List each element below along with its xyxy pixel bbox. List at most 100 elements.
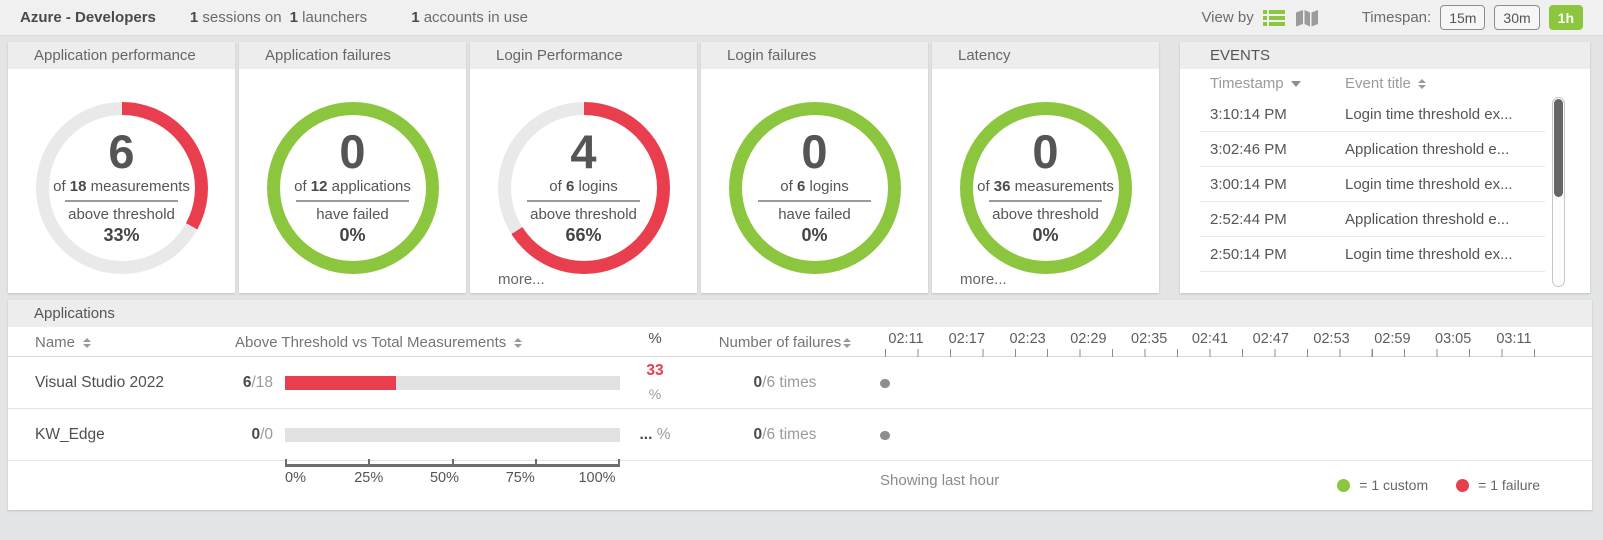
list-view-icon[interactable] <box>1262 9 1285 27</box>
event-timestamp: 2:50:14 PM <box>1210 245 1287 263</box>
time-axis-tickmarks <box>885 349 1536 357</box>
timespan-30m-button[interactable]: 30m <box>1494 5 1540 30</box>
more-link[interactable]: more... <box>498 271 545 288</box>
card-title: Login failures <box>701 42 928 69</box>
card-application-performance: Application performance 6 of 18 measurem… <box>8 42 235 293</box>
topbar: Azure - Developers 1 sessions on 1 launc… <box>0 0 1603 36</box>
red-dot-icon <box>1456 478 1470 492</box>
card-login-failures: Login failures 0 of 6 logins have failed… <box>701 42 928 293</box>
threshold-ratio: 0/0 <box>251 425 273 443</box>
event-timestamp: 3:02:46 PM <box>1210 140 1287 158</box>
gauge-status: have failed <box>316 205 389 223</box>
gauge-value: 0 <box>339 125 366 179</box>
failures-cell: 0/6 times <box>753 425 817 443</box>
sort-name-header[interactable]: Name <box>35 334 92 351</box>
event-title: Application threshold e... <box>1345 140 1510 158</box>
donut-gauge: 4 of 6 logins above threshold 66% <box>497 102 670 274</box>
donut-gauge: 0 of 12 applications have failed 0% <box>266 102 439 274</box>
gauge-status: have failed <box>778 205 851 223</box>
gauge-divider <box>65 199 178 202</box>
event-title: Login time threshold ex... <box>1345 245 1513 263</box>
legend-failure: = 1 failure <box>1456 477 1540 493</box>
gauge-divider <box>758 199 871 202</box>
event-row[interactable]: 3:02:46 PM Application threshold e... <box>1200 132 1545 167</box>
events-scrollbar[interactable] <box>1552 97 1565 287</box>
legend-custom: = 1 custom <box>1337 477 1428 493</box>
applications-footer: 0% 25% 50% 75% 100% Showing last hour = 1 cu… <box>8 459 1592 510</box>
time-axis-labels: 02:11 02:17 02:23 02:29 02:35 02:41 02:47 02:53… <box>888 331 1532 347</box>
gauge-percent: 66% <box>565 224 602 245</box>
gauge-of-line: of 12 applications <box>294 177 411 195</box>
events-column-headers: Timestamp Event title <box>1180 69 1590 97</box>
percent-axis: 0% 25% 50% 75% 100% <box>285 459 620 486</box>
gauge-percent: 0% <box>1032 224 1059 245</box>
gauge-divider <box>989 199 1102 202</box>
events-scrollbar-thumb[interactable] <box>1554 99 1563 197</box>
events-sort-timestamp[interactable]: Timestamp <box>1210 75 1301 92</box>
card-latency: Latency 0 of 36 measurements above thres… <box>932 42 1159 293</box>
topbar-controls: View by Timespan: 15m 30m 1h <box>1201 5 1583 30</box>
card-title: Latency <box>932 42 1159 69</box>
accounts-count: 1 accounts in use <box>411 9 528 26</box>
sessions-count: 1 sessions on <box>189 9 282 26</box>
threshold-ratio: 6/18 <box>242 373 273 391</box>
event-timestamp: 2:52:44 PM <box>1210 210 1287 228</box>
gauge-value: 6 <box>108 125 135 179</box>
donut-gauge: 0 of 6 logins have failed 0% <box>728 102 901 274</box>
timespan-15m-button[interactable]: 15m <box>1440 5 1486 30</box>
event-title: Login time threshold ex... <box>1345 105 1513 123</box>
launchers-count: 1 launchers <box>289 9 368 26</box>
time-axis-header: 02:11 02:17 02:23 02:29 02:35 02:41 02:47 02:53… <box>877 327 1543 357</box>
application-row[interactable]: Visual Studio 2022 6/18 33 % 0/6 times <box>8 357 1592 409</box>
gauge-status: above threshold <box>992 205 1099 223</box>
gauge-status: above threshold <box>68 205 175 223</box>
event-row[interactable]: 3:00:14 PM Login time threshold ex... <box>1200 167 1545 202</box>
event-row[interactable]: 2:50:14 PM Login time threshold ex... <box>1200 237 1545 272</box>
event-title: Login time threshold ex... <box>1345 175 1513 193</box>
green-dot-icon <box>1337 478 1351 492</box>
gauge-value: 0 <box>801 125 828 179</box>
gauge-status: above threshold <box>530 205 637 223</box>
gauge-value: 4 <box>570 125 597 179</box>
map-view-icon[interactable] <box>1295 8 1319 28</box>
percent-cell: ... % <box>639 425 671 443</box>
sort-updown-icon <box>843 337 852 348</box>
application-name: KW_Edge <box>35 425 105 443</box>
card-login-performance: Login Performance 4 of 6 logins above th… <box>470 42 697 293</box>
gauge-of-line: of 36 measurements <box>977 177 1114 195</box>
threshold-bar <box>285 428 620 442</box>
sort-failures-header[interactable]: Number of failures <box>715 334 855 351</box>
applications-column-headers: Name Above Threshold vs Total Measuremen… <box>8 327 1592 357</box>
sort-updown-icon <box>514 337 523 348</box>
donut-gauge: 0 of 36 measurements above threshold 0% <box>959 102 1132 274</box>
event-row[interactable]: 3:10:14 PM Login time threshold ex... <box>1200 97 1545 132</box>
percent-axis-line <box>285 459 620 467</box>
gauge-percent: 0% <box>801 224 828 245</box>
gauge-cards-row: Application performance 6 of 18 measurem… <box>8 42 1159 293</box>
gauge-of-line: of 18 measurements <box>53 177 190 195</box>
sort-percent-header[interactable]: % <box>648 330 662 347</box>
gauge-of-line: of 6 logins <box>549 177 618 195</box>
threshold-bar <box>285 376 620 390</box>
sort-threshold-header[interactable]: Above Threshold vs Total Measurements <box>235 334 523 351</box>
view-by-label: View by <box>1201 9 1254 26</box>
gauge-of-line: of 6 logins <box>780 177 849 195</box>
timespan-1h-button[interactable]: 1h <box>1548 5 1583 30</box>
event-row[interactable]: 2:52:44 PM Application threshold e... <box>1200 202 1545 237</box>
more-link[interactable]: more... <box>960 271 1007 288</box>
showing-last-hour-label: Showing last hour <box>880 472 1000 489</box>
event-title: Application threshold e... <box>1345 210 1510 228</box>
card-title: Application failures <box>239 42 466 69</box>
donut-gauge: 6 of 18 measurements above threshold 33% <box>35 102 208 274</box>
threshold-bar-fill <box>285 376 396 390</box>
events-sort-title[interactable]: Event title <box>1345 75 1426 92</box>
application-row[interactable]: KW_Edge 0/0 ... % 0/6 times <box>8 409 1592 461</box>
failures-cell: 0/6 times <box>753 373 817 391</box>
gauge-value: 0 <box>1032 125 1059 179</box>
applications-panel: Applications Name Above Threshold vs Tot… <box>8 300 1592 510</box>
event-timestamp: 3:10:14 PM <box>1210 105 1287 123</box>
events-panel: EVENTS Timestamp Event title 3:10:14 PM … <box>1180 42 1590 293</box>
applications-panel-title: Applications <box>8 300 1592 327</box>
gauge-divider <box>296 199 409 202</box>
legend: = 1 custom = 1 failure <box>1337 477 1540 493</box>
